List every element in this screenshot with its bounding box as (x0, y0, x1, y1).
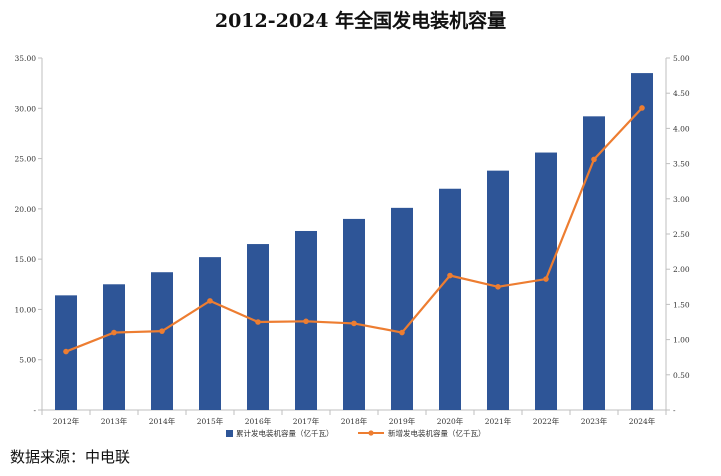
x-tick-label: 2015年 (197, 416, 224, 426)
line-point (447, 272, 453, 279)
line-point (63, 348, 69, 355)
y-left-tick-label: 30.00 (15, 104, 37, 113)
y-right-tick-label: 5.00 (673, 54, 690, 63)
bar (247, 244, 269, 410)
line-point (495, 284, 501, 290)
x-tick-label: 2013年 (101, 416, 128, 426)
bar (343, 218, 365, 410)
bar (199, 257, 221, 410)
bar (151, 272, 173, 410)
x-tick-label: 2018年 (341, 416, 368, 426)
x-tick-label: 2014年 (149, 416, 176, 426)
y-left-tick-label: 25.00 (15, 155, 37, 164)
legend-label-bar: 累计发电装机容量（亿千瓦） (236, 428, 334, 438)
y-right-tick-label: 4.50 (673, 89, 690, 98)
y-left-tick-label: 35.00 (15, 54, 37, 63)
line-point (351, 320, 357, 327)
y-left-tick-label: 5.00 (19, 356, 36, 365)
bar (103, 284, 125, 410)
y-right-tick-label: 2.00 (673, 265, 690, 274)
x-tick-label: 2023年 (581, 416, 608, 426)
y-right-tick-label: 4.00 (673, 124, 690, 133)
x-tick-label: 2021年 (485, 416, 512, 426)
y-right-tick-label: 1.50 (673, 300, 690, 309)
line-point (159, 328, 165, 334)
bar (631, 73, 653, 410)
line-point (207, 298, 213, 304)
line-point (639, 105, 645, 111)
y-left-tick-label: 20.00 (15, 205, 37, 214)
y-right-tick-label: 1.00 (673, 336, 690, 345)
y-right-tick-label: 3.50 (673, 160, 690, 169)
bar (439, 188, 461, 410)
line-point (399, 329, 405, 336)
y-right-tick-label: 2.50 (673, 230, 690, 239)
y-left-tick-label: 10.00 (15, 305, 37, 314)
bar (487, 170, 509, 410)
legend-swatch-line-marker (368, 430, 374, 436)
y-left-tick-label: - (33, 406, 36, 415)
y-left-tick-label: 15.00 (15, 255, 37, 264)
y-right-tick-label: 3.00 (673, 195, 690, 204)
legend-swatch-bar (226, 430, 233, 437)
line-point (111, 329, 117, 336)
line-point (543, 276, 549, 282)
x-tick-label: 2016年 (245, 416, 272, 426)
data-source: 数据来源：中电联 (10, 448, 131, 466)
y-right-tick-label: 0.50 (673, 371, 690, 380)
x-tick-label: 2022年 (533, 416, 560, 426)
legend-label-line: 新增发电装机容量（亿千瓦） (388, 428, 486, 438)
line-point (303, 318, 309, 325)
y-right-tick-label: - (673, 406, 676, 415)
x-tick-label: 2020年 (437, 416, 464, 426)
x-tick-label: 2012年 (53, 416, 80, 426)
bar (583, 116, 605, 411)
line-point (591, 156, 597, 163)
bar (391, 207, 413, 410)
x-tick-label: 2017年 (293, 416, 320, 426)
x-tick-label: 2019年 (389, 416, 416, 426)
line-point (255, 319, 261, 325)
chart-title: 2012-2024 年全国发电装机容量 (214, 10, 507, 32)
x-tick-label: 2024年 (629, 416, 656, 426)
